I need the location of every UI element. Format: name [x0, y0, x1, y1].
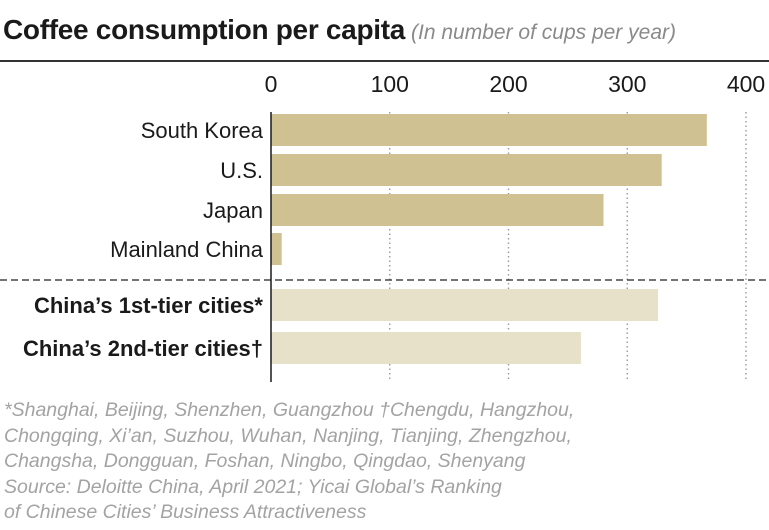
x-tick-label: 100 [371, 71, 409, 97]
x-tick-label: 300 [608, 71, 646, 97]
x-tick-label: 200 [489, 71, 527, 97]
category-label: China’s 2nd-tier cities† [23, 336, 263, 361]
bar [271, 332, 581, 364]
bar [271, 114, 707, 146]
source-line-1: Source: Deloitte China, April 2021; Yica… [4, 475, 502, 498]
category-label: Mainland China [110, 237, 264, 262]
bar [271, 233, 282, 265]
bar-chart: 0 100 200 300 400 South Korea U.S. Japan Mainlan… [0, 71, 769, 382]
chart-subtitle: (In number of cups per year) [411, 21, 676, 44]
bar [271, 194, 604, 226]
footnote-line-2: Chongqing, Xi’an, Suzhou, Wuhan, Nanjing… [4, 424, 572, 447]
chart-title: Coffee consumption per capita [3, 14, 406, 45]
category-label: U.S. [220, 158, 263, 183]
category-label: South Korea [141, 118, 264, 143]
footnote-line-1: *Shanghai, Beijing, Shenzhen, Guangzhou … [4, 399, 575, 421]
category-label: Japan [203, 198, 263, 223]
bar [271, 154, 662, 186]
source-line-2: of Chinese Cities’ Business Attractivene… [4, 501, 367, 523]
title-rule [0, 60, 769, 62]
x-tick-label: 400 [727, 71, 765, 97]
footnote-line-3: Changsha, Dongguan, Foshan, Ningbo, Qing… [4, 450, 526, 472]
chart-header: Coffee consumption per capita (In number … [3, 14, 765, 46]
x-tick-label: 0 [265, 71, 278, 97]
bar [271, 289, 659, 321]
category-label: China’s 1st-tier cities* [34, 293, 263, 318]
footnotes: *Shanghai, Beijing, Shenzhen, Guangzhou … [4, 398, 766, 526]
